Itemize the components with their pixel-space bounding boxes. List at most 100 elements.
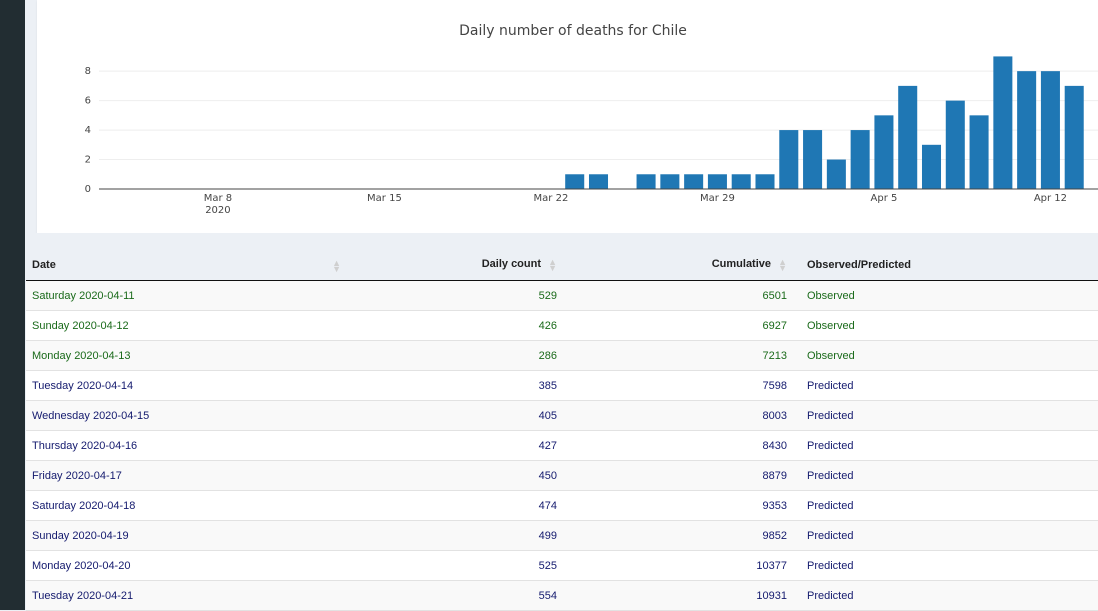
cell-status: Observed: [801, 280, 1098, 311]
x-tick-label: Mar 8: [204, 193, 232, 204]
chart-bar: [945, 100, 965, 189]
chart-bar: [803, 130, 823, 189]
table-header-row: Date ▲ ▼ Daily count ▲ ▼ Cumulative ▲ ▼ Obs…: [26, 249, 1098, 281]
cell-cumulative: 6501: [571, 280, 801, 311]
cell-status: Predicted: [801, 580, 1098, 611]
cell-date: Friday 2020-04-17: [26, 460, 349, 491]
chart-bar: [969, 115, 989, 189]
chart-bar: [779, 130, 799, 189]
cell-date: Monday 2020-04-13: [26, 340, 349, 371]
daily-deaths-chart: Daily number of deaths for Chile 0 2 4 6 8 Ma…: [85, 23, 1098, 216]
column-header-status[interactable]: Observed/Predicted: [801, 249, 1098, 281]
x-tick-label: Apr 12: [1034, 193, 1067, 204]
chart-bar: [921, 144, 942, 189]
chart-bar: [898, 85, 918, 189]
cell-status: Observed: [801, 340, 1098, 371]
data-table-container: Date ▲ ▼ Daily count ▲ ▼ Cumulative ▲ ▼ Obs…: [25, 233, 1098, 611]
cell-status: Predicted: [801, 430, 1098, 461]
table-row[interactable]: Thursday 2020-04-16 427 8430 Predicted: [26, 430, 1098, 461]
sort-icon[interactable]: ▲ ▼: [778, 256, 787, 273]
cell-date: Saturday 2020-04-18: [26, 490, 349, 521]
cell-status: Predicted: [801, 370, 1098, 401]
cell-date: Thursday 2020-04-16: [26, 430, 349, 461]
table-row[interactable]: Monday 2020-04-20 525 10377 Predicted: [26, 550, 1098, 581]
cell-status: Predicted: [801, 400, 1098, 431]
x-tick-label: Apr 5: [871, 193, 898, 204]
x-tick-label: Mar 29: [700, 193, 735, 204]
cell-daily-count: 427: [349, 430, 571, 461]
chart-bar: [850, 130, 870, 189]
column-header-date[interactable]: Date ▲ ▼: [26, 249, 349, 281]
x-tick-sublabel: 2020: [205, 205, 230, 216]
table-row[interactable]: Saturday 2020-04-11 529 6501 Observed: [26, 280, 1098, 311]
column-header-cumulative[interactable]: Cumulative ▲ ▼: [571, 249, 801, 281]
cell-cumulative: 6927: [571, 310, 801, 341]
cell-cumulative: 10377: [571, 550, 801, 581]
cell-daily-count: 426: [349, 310, 571, 341]
chart-panel: Daily number of deaths for Chile 0 2 4 6 8 Ma…: [37, 0, 1098, 233]
table-row[interactable]: Saturday 2020-04-18 474 9353 Predicted: [26, 490, 1098, 521]
cell-status: Predicted: [801, 550, 1098, 581]
chart-bar: [874, 115, 894, 189]
chart-bar: [755, 174, 775, 189]
chart-bar: [565, 174, 585, 189]
x-tick-label: Mar 15: [367, 193, 402, 204]
cell-status: Predicted: [801, 520, 1098, 551]
chart-bar: [636, 174, 656, 189]
table-row[interactable]: Sunday 2020-04-19 499 9852 Predicted: [26, 520, 1098, 551]
cell-date: Wednesday 2020-04-15: [26, 400, 349, 431]
cell-status: Predicted: [801, 490, 1098, 521]
table-row[interactable]: Friday 2020-04-17 450 8879 Predicted: [26, 460, 1098, 491]
chart-bar: [660, 174, 680, 189]
cell-cumulative: 7213: [571, 340, 801, 371]
x-tick-label: Mar 22: [534, 193, 569, 204]
cell-daily-count: 474: [349, 490, 571, 521]
cell-status: Predicted: [801, 460, 1098, 491]
table-row[interactable]: Sunday 2020-04-12 426 6927 Observed: [26, 310, 1098, 341]
chart-bar: [684, 174, 704, 189]
sort-icon[interactable]: ▲ ▼: [332, 258, 341, 274]
y-tick-label: 4: [85, 125, 91, 136]
cell-daily-count: 405: [349, 400, 571, 431]
cell-daily-count: 450: [349, 460, 571, 491]
sidebar-rail: [0, 0, 25, 610]
cell-cumulative: 9353: [571, 490, 801, 521]
chart-bar: [1064, 85, 1084, 189]
chart-bar: [731, 174, 751, 189]
column-header-daily-count[interactable]: Daily count ▲ ▼: [349, 249, 571, 281]
sort-icon[interactable]: ▲ ▼: [548, 256, 557, 273]
cell-cumulative: 10931: [571, 580, 801, 611]
cell-daily-count: 529: [349, 280, 571, 311]
y-tick-label: 2: [85, 155, 91, 166]
column-header-cumulative-label: Cumulative: [711, 258, 772, 271]
cell-date: Monday 2020-04-20: [26, 550, 349, 581]
cell-daily-count: 525: [349, 550, 571, 581]
cell-date: Tuesday 2020-04-21: [26, 580, 349, 611]
cell-daily-count: 385: [349, 370, 571, 401]
table-row[interactable]: Tuesday 2020-04-21 554 10931 Predicted: [26, 580, 1098, 611]
chart-bar: [588, 174, 609, 189]
chart-bar: [1017, 71, 1037, 189]
cell-daily-count: 499: [349, 520, 571, 551]
column-header-daily-count-label: Daily count: [481, 258, 542, 271]
table-row[interactable]: Wednesday 2020-04-15 405 8003 Predicted: [26, 400, 1098, 431]
chart-bars: [565, 56, 1084, 189]
cell-daily-count: 554: [349, 580, 571, 611]
chart-title: Daily number of deaths for Chile: [459, 23, 687, 39]
cell-cumulative: 8003: [571, 400, 801, 431]
chart-bar: [707, 174, 727, 189]
column-header-date-label: Date: [32, 258, 56, 271]
chart-bar: [1040, 71, 1060, 189]
cell-date: Sunday 2020-04-12: [26, 310, 349, 341]
cell-status: Observed: [801, 310, 1098, 341]
y-tick-label: 8: [85, 66, 91, 77]
cell-date: Saturday 2020-04-11: [26, 280, 349, 311]
cell-cumulative: 8879: [571, 460, 801, 491]
cell-cumulative: 7598: [571, 370, 801, 401]
cell-date: Tuesday 2020-04-14: [26, 370, 349, 401]
table-body: Saturday 2020-04-11 529 6501 Observed Sunday…: [26, 280, 1098, 611]
table-row[interactable]: Monday 2020-04-13 286 7213 Observed: [26, 340, 1098, 371]
table-row[interactable]: Tuesday 2020-04-14 385 7598 Predicted: [26, 370, 1098, 401]
column-header-status-label: Observed/Predicted: [807, 258, 911, 271]
